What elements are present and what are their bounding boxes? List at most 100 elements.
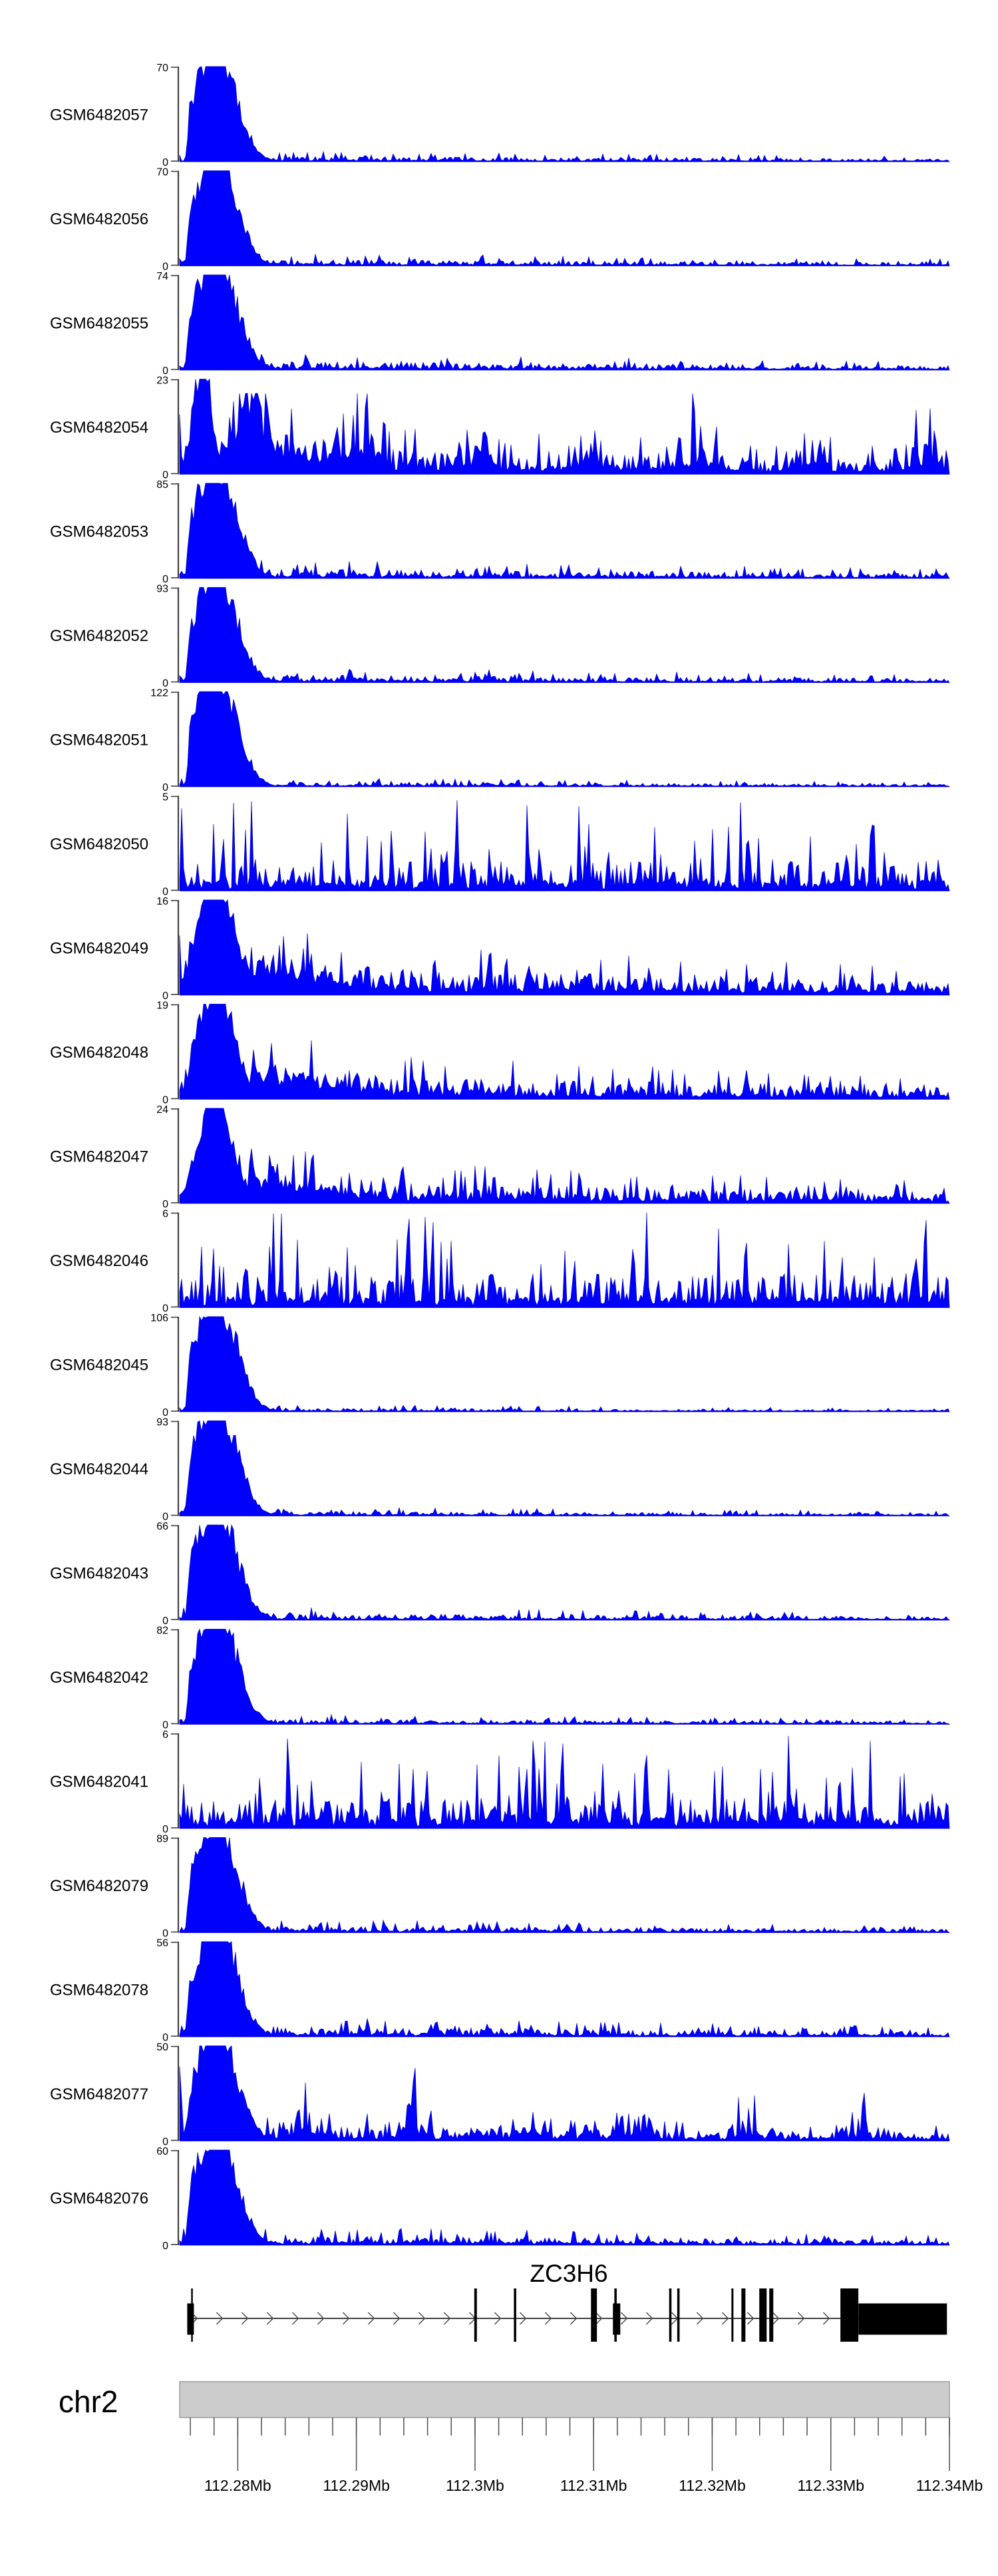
track-label: GSM6482045 xyxy=(50,1357,148,1375)
gene-model-track xyxy=(187,2288,947,2342)
y-axis: 50 xyxy=(162,792,180,898)
y-axis: 23 0 xyxy=(156,375,180,481)
ruler-tick-label: 112.32Mb xyxy=(679,2477,746,2494)
strand-arrow-icon xyxy=(595,2312,603,2325)
strand-arrow-icon xyxy=(519,2312,527,2325)
coverage-track-row: GSM6482047 24 0 xyxy=(50,1104,950,1210)
coverage-area xyxy=(179,691,951,787)
ruler-tick-label: 112.28Mb xyxy=(204,2477,271,2494)
ruler-tick-label: 112.33Mb xyxy=(797,2477,864,2494)
track-label: GSM6482051 xyxy=(50,732,148,750)
coverage-area xyxy=(179,378,950,475)
y-axis: 16 0 xyxy=(156,896,180,1002)
y-zero-label: 0 xyxy=(162,1615,168,1627)
coverage-track-row: GSM6482055 74 0 xyxy=(50,271,950,377)
track-label: GSM6482052 xyxy=(50,627,148,645)
coverage-track-row: GSM6482050 50 xyxy=(50,792,950,898)
ruler-tick-label: 112.29Mb xyxy=(323,2477,390,2494)
strand-arrow-icon xyxy=(443,2312,451,2325)
coverage-track-row: GSM6482043 66 0 xyxy=(50,1521,950,1627)
y-axis: 106 0 xyxy=(150,1313,180,1418)
exon xyxy=(741,2288,746,2342)
coverage-area xyxy=(179,1941,950,2038)
y-zero-label: 0 xyxy=(162,574,168,585)
exon xyxy=(669,2288,672,2342)
coverage-track-row: GSM6482077 50 0 xyxy=(50,2042,950,2148)
track-label: GSM6482079 xyxy=(50,1877,148,1895)
track-label: GSM6482049 xyxy=(50,940,148,958)
ruler-tick-label: 112.34Mb xyxy=(916,2477,983,2494)
ruler-tick-label: 112.3Mb xyxy=(446,2477,504,2494)
y-zero-label: 0 xyxy=(162,1095,168,1106)
coverage-track-row: GSM6482044 93 0 xyxy=(50,1417,951,1523)
track-label: GSM6482050 xyxy=(50,835,148,853)
strand-arrow-icon xyxy=(696,2312,704,2325)
y-axis: 60 0 xyxy=(156,2146,180,2252)
strand-arrow-icon xyxy=(772,2312,780,2325)
utr-exon xyxy=(187,2303,194,2335)
chromosome-bar xyxy=(179,2381,950,2418)
strand-arrow-icon xyxy=(241,2312,249,2325)
coverage-track-row: GSM6482041 60 xyxy=(50,1729,950,1835)
exon xyxy=(474,2288,477,2342)
strand-arrow-icon xyxy=(342,2312,350,2325)
y-zero-label: 0 xyxy=(162,470,168,481)
coverage-track-row: GSM6482076 60 0 xyxy=(50,2146,950,2252)
coverage-area xyxy=(179,1212,950,1308)
track-label: GSM6482042 xyxy=(50,1669,148,1687)
y-zero-label: 0 xyxy=(162,990,168,1002)
y-axis: 82 0 xyxy=(156,1625,180,1731)
y-zero-label: 0 xyxy=(162,262,168,273)
coverage-area xyxy=(179,1524,950,1621)
coverage-track-row: GSM6482045 106 0 xyxy=(50,1313,950,1418)
y-axis: 24 0 xyxy=(156,1104,180,1210)
coverage-track-row: GSM6482042 82 0 xyxy=(50,1625,951,1731)
y-max-label: 5 xyxy=(162,792,168,803)
coverage-area xyxy=(179,66,950,162)
ruler-tick-label: 112.31Mb xyxy=(560,2477,627,2494)
coverage-area xyxy=(179,800,950,891)
y-zero-label: 0 xyxy=(162,1720,168,1731)
strand-arrow-icon xyxy=(291,2312,299,2325)
y-max-label: 89 xyxy=(156,1834,168,1845)
coverage-area xyxy=(179,1315,950,1412)
strand-arrow-icon xyxy=(645,2312,653,2325)
coverage-track-row: GSM6482052 93 0 xyxy=(50,584,950,690)
coverage-area xyxy=(179,170,950,266)
track-label: GSM6482053 xyxy=(50,523,148,541)
y-axis: 70 0 xyxy=(156,167,180,273)
track-label: GSM6482077 xyxy=(50,2085,148,2103)
coverage-tracks: GSM6482057700GSM6482056700GSM6482055740G… xyxy=(50,63,951,2252)
y-zero-label: 0 xyxy=(162,157,168,168)
coverage-track-row: GSM6482051 122 0 xyxy=(50,688,951,793)
coverage-area xyxy=(179,483,950,579)
y-zero-label: 0 xyxy=(162,1928,168,1940)
y-axis: 56 0 xyxy=(156,1938,180,2043)
strand-arrow-icon xyxy=(570,2312,578,2325)
coverage-track-row: GSM6482049 16 0 xyxy=(50,896,950,1002)
coverage-area xyxy=(179,1004,950,1100)
y-max-label: 24 xyxy=(156,1104,168,1116)
y-axis: 93 0 xyxy=(156,584,180,690)
coverage-area xyxy=(179,2045,950,2141)
strand-arrow-icon xyxy=(393,2312,401,2325)
y-zero-label: 0 xyxy=(162,1407,168,1418)
y-max-label: 93 xyxy=(156,1417,168,1428)
coverage-area xyxy=(179,587,950,683)
y-max-label: 70 xyxy=(156,63,168,74)
y-max-label: 6 xyxy=(162,1729,168,1741)
coverage-area xyxy=(179,1420,951,1516)
y-max-label: 70 xyxy=(156,167,168,178)
track-label: GSM6482041 xyxy=(50,1773,148,1791)
y-max-label: 19 xyxy=(156,1000,168,1012)
y-axis: 60 xyxy=(162,1729,180,1835)
gene-name-label: ZC3H6 xyxy=(530,2260,608,2287)
y-max-label: 93 xyxy=(156,584,168,595)
track-label: GSM6482046 xyxy=(50,1252,148,1270)
coverage-track-row: GSM6482056 70 0 xyxy=(50,167,950,273)
genome-ruler: 112.28Mb 112.29Mb 112.3Mb 112.31Mb 112.32Mb 1… xyxy=(179,2381,983,2494)
y-axis: 19 0 xyxy=(156,1000,180,1106)
track-label: GSM6482044 xyxy=(50,1460,148,1478)
